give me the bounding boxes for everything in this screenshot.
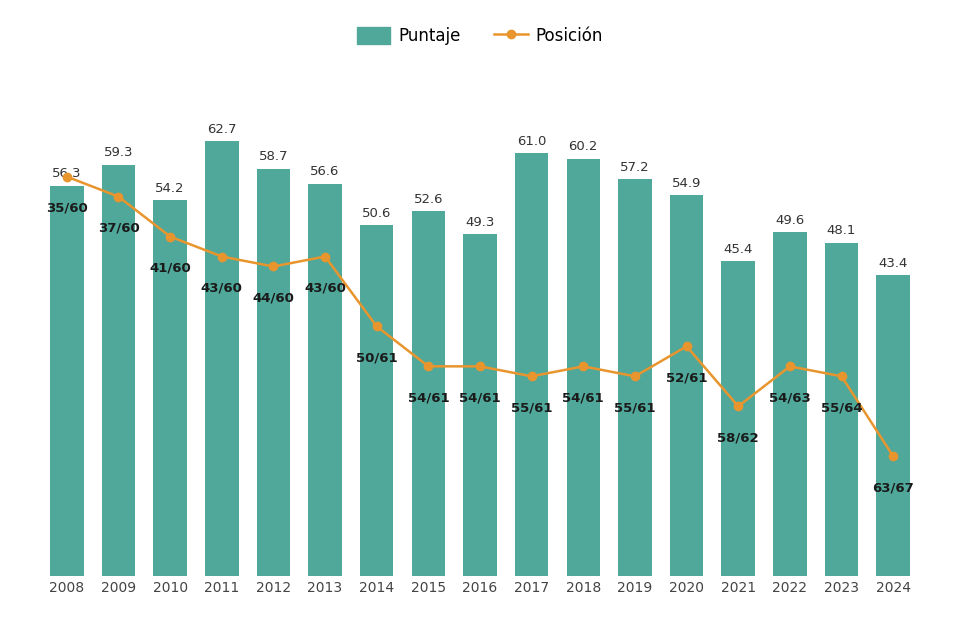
Text: 54.2: 54.2 xyxy=(156,182,185,195)
Text: 57.2: 57.2 xyxy=(620,161,650,174)
Bar xyxy=(773,232,806,576)
Text: 58/62: 58/62 xyxy=(717,431,759,444)
Text: 43/60: 43/60 xyxy=(201,282,243,294)
Bar xyxy=(670,195,704,576)
Text: 62.7: 62.7 xyxy=(207,123,236,136)
Text: 48.1: 48.1 xyxy=(827,224,856,237)
Text: 55/61: 55/61 xyxy=(614,401,656,414)
Text: 54/61: 54/61 xyxy=(563,391,604,404)
Text: 44/60: 44/60 xyxy=(252,291,295,305)
Text: 61.0: 61.0 xyxy=(517,134,546,147)
Text: 60.2: 60.2 xyxy=(568,140,598,153)
Text: 49.3: 49.3 xyxy=(466,216,494,228)
Text: 55/64: 55/64 xyxy=(821,401,862,414)
Bar xyxy=(876,275,910,576)
Bar xyxy=(722,261,755,576)
Text: 50/61: 50/61 xyxy=(356,351,397,364)
Text: 41/60: 41/60 xyxy=(149,262,191,275)
Text: 52/61: 52/61 xyxy=(666,371,708,385)
Bar xyxy=(102,165,135,576)
Text: 52.6: 52.6 xyxy=(414,193,444,205)
Text: 50.6: 50.6 xyxy=(362,207,392,220)
Bar xyxy=(154,200,187,576)
Text: 56.3: 56.3 xyxy=(52,167,82,180)
Text: 59.3: 59.3 xyxy=(104,147,133,159)
Text: 63/67: 63/67 xyxy=(873,481,914,494)
Text: 37/60: 37/60 xyxy=(98,221,139,235)
Legend: Puntaje, Posición: Puntaje, Posición xyxy=(350,20,610,52)
Text: 54.9: 54.9 xyxy=(672,177,702,190)
Text: 54/61: 54/61 xyxy=(459,391,501,404)
Text: 58.7: 58.7 xyxy=(258,150,288,163)
Bar xyxy=(205,141,238,576)
Text: 54/63: 54/63 xyxy=(769,391,811,404)
Text: 54/61: 54/61 xyxy=(408,391,449,404)
Text: 56.6: 56.6 xyxy=(310,165,340,178)
Bar xyxy=(825,243,858,576)
Text: 35/60: 35/60 xyxy=(46,202,87,214)
Bar xyxy=(50,186,84,576)
Text: 55/61: 55/61 xyxy=(511,401,552,414)
Bar xyxy=(308,184,342,576)
Text: 49.6: 49.6 xyxy=(776,214,804,227)
Bar xyxy=(464,234,496,576)
Text: 43/60: 43/60 xyxy=(304,282,346,294)
Bar xyxy=(618,179,652,576)
Bar xyxy=(256,169,290,576)
Text: 45.4: 45.4 xyxy=(724,243,753,255)
Bar xyxy=(412,211,445,576)
Bar xyxy=(515,153,548,576)
Bar xyxy=(360,225,394,576)
Bar xyxy=(566,159,600,576)
Text: 43.4: 43.4 xyxy=(878,257,908,269)
